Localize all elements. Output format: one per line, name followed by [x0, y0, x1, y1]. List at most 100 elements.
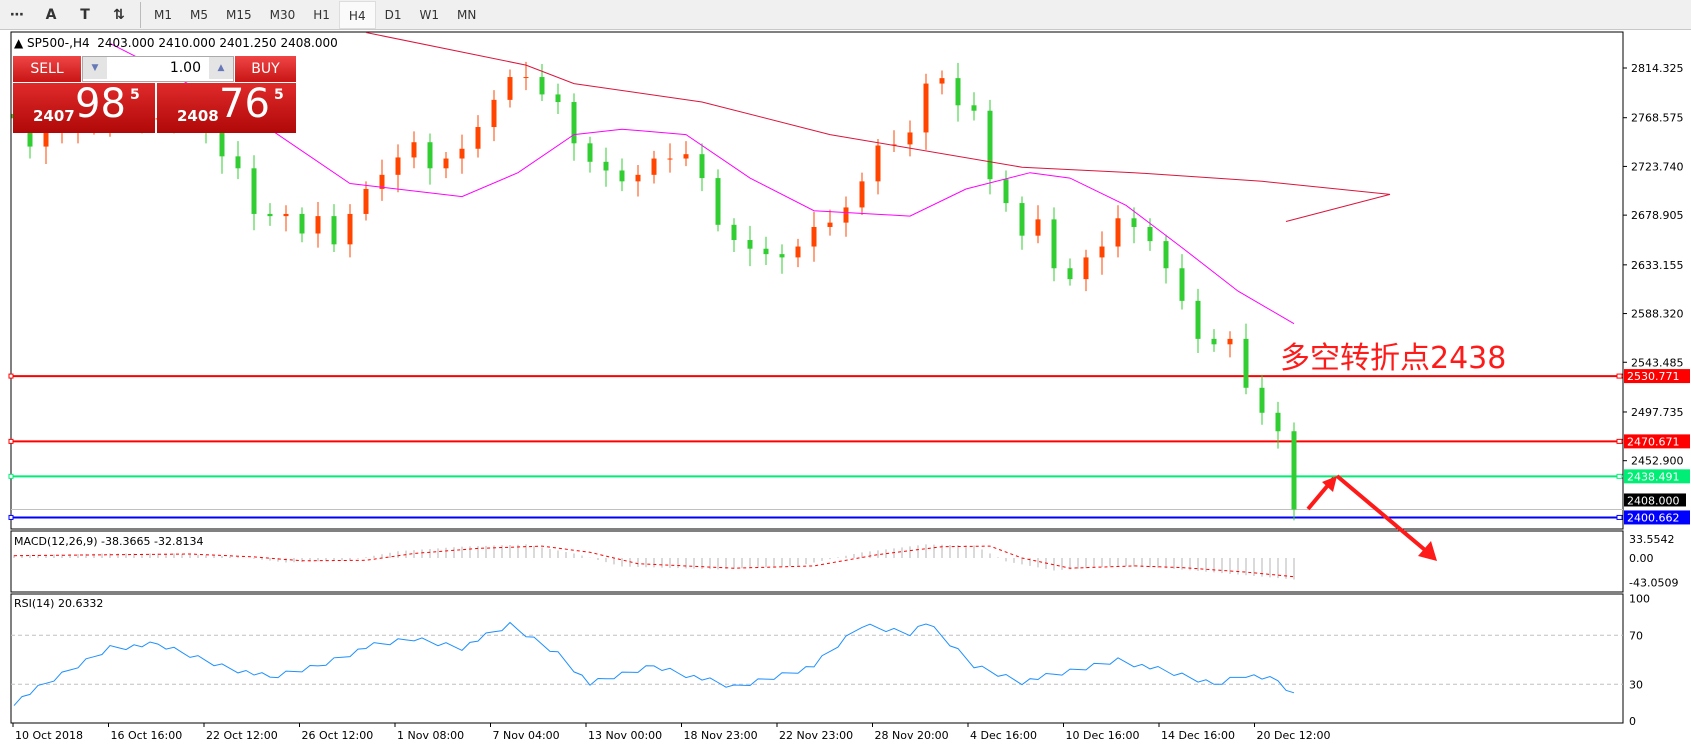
candle-body [859, 181, 865, 208]
candle-body [603, 161, 609, 171]
candle-body [315, 216, 321, 234]
candle-body [1083, 257, 1089, 280]
lot-decrease-button[interactable]: ▼ [83, 57, 107, 79]
one-click-trading-panel: SELL 1.00 ▼ ▲ BUY 2407 98 5 2408 76 5 [13, 56, 296, 133]
candle-body [267, 213, 273, 217]
candle-body [427, 142, 433, 169]
time-tick-label: 20 Dec 12:00 [1257, 729, 1331, 742]
timeframe-m30[interactable]: M30 [269, 7, 296, 22]
macd-panel [10, 530, 1624, 593]
price-tick-label: 2678.905 [1631, 209, 1684, 222]
candle-body [827, 222, 833, 227]
level-handle [8, 373, 14, 379]
candle-body [587, 143, 593, 162]
level-handle [1616, 514, 1623, 520]
timeframe-mn[interactable]: MN [456, 7, 477, 22]
ask-main: 2408 [177, 107, 219, 125]
rsi-tick-label: 70 [1629, 629, 1643, 642]
candle-body [411, 142, 417, 158]
moving-average-slow [365, 32, 1391, 222]
current-price-label: 2408.000 [1627, 494, 1680, 507]
rsi-tick-label: 0 [1629, 715, 1636, 728]
timeframe-m5[interactable]: M5 [190, 7, 208, 22]
candle-body [475, 127, 481, 149]
candle-body [907, 132, 913, 145]
macd-tick-label: -43.0509 [1629, 576, 1678, 589]
candle-body [779, 254, 785, 258]
time-tick-label: 1 Nov 08:00 [397, 729, 464, 742]
buy-quote[interactable]: 2408 76 5 [157, 81, 296, 133]
buy-button[interactable]: BUY [235, 56, 296, 82]
candle-body [875, 145, 881, 182]
lot-size-input[interactable]: 1.00 [82, 56, 234, 82]
candle-body [747, 240, 753, 249]
level-handle [8, 473, 14, 479]
rsi-panel [10, 593, 1624, 724]
candle-body [843, 207, 849, 223]
candle-body [331, 216, 337, 245]
candle-body [507, 77, 513, 100]
candle-body [571, 102, 577, 144]
sell-quote[interactable]: 2407 98 5 [13, 81, 155, 133]
moving-average-fast [109, 42, 1295, 325]
candle-body [715, 178, 721, 225]
candle-body [667, 158, 673, 160]
macd-tick-label: 33.5542 [1629, 533, 1675, 546]
candle-body [1003, 179, 1009, 204]
candle-body [1067, 268, 1073, 280]
time-tick-label: 18 Nov 23:00 [684, 729, 758, 742]
macd-tick-label: 0.00 [1629, 552, 1654, 565]
timeframe-d1[interactable]: D1 [384, 7, 402, 22]
level-handle [1616, 373, 1623, 379]
lot-increase-button[interactable]: ▲ [209, 57, 233, 79]
candle-body [731, 224, 737, 241]
candle-body [1115, 218, 1121, 247]
candle-body [1051, 219, 1057, 269]
candle-body [1131, 218, 1137, 227]
macd-signal-line [13, 545, 1295, 578]
price-tick-label: 2768.575 [1631, 112, 1684, 125]
text-label-icon[interactable]: A [45, 6, 57, 23]
bid-sup: 5 [130, 87, 140, 103]
candle-body [955, 78, 961, 106]
candle-body [347, 213, 353, 245]
candle-body [1099, 246, 1105, 258]
text-box-icon[interactable]: T [80, 6, 90, 23]
candle-body [1035, 219, 1041, 236]
candle-body [1275, 412, 1281, 432]
level-handle [8, 438, 14, 444]
level-handle [1616, 438, 1623, 444]
candle-body [987, 110, 993, 180]
annotation-arrow-down [1335, 474, 1427, 552]
price-tick-label: 2814.325 [1631, 62, 1684, 75]
period-separator-icon[interactable]: ⋯ [10, 6, 24, 23]
time-tick-label: 7 Nov 04:00 [493, 729, 560, 742]
rsi-tick-label: 30 [1629, 678, 1643, 691]
arrow-objects-icon[interactable]: ⇅ [113, 6, 125, 23]
candle-body [443, 158, 449, 169]
level-price-label: 2438.491 [1627, 470, 1680, 483]
timeframe-m15[interactable]: M15 [226, 7, 252, 22]
toolbar: ⋯ A T ⇅ M1 M5 M15 M30 H1 H4 D1 W1 MN [0, 0, 1691, 30]
candle-body [651, 158, 657, 175]
candle-body [1211, 338, 1217, 345]
level-badge [1624, 369, 1690, 384]
candle-body [219, 131, 225, 157]
level-price-label: 2470.671 [1627, 435, 1680, 448]
candle-body [235, 156, 241, 169]
rsi-tick-label: 100 [1629, 593, 1650, 606]
sell-button[interactable]: SELL [13, 56, 81, 82]
candle-body [555, 94, 561, 103]
timeframe-h4[interactable]: H4 [338, 0, 376, 29]
timeframe-m1[interactable]: M1 [154, 7, 172, 22]
candle-body [1195, 300, 1201, 339]
ask-sup: 5 [274, 87, 284, 103]
time-tick-label: 10 Dec 16:00 [1066, 729, 1140, 742]
candle-body [523, 77, 529, 79]
macd-label: MACD(12,26,9) -38.3665 -32.8134 [14, 535, 204, 548]
bid-big: 98 [75, 81, 126, 127]
level-badge [1624, 434, 1690, 449]
price-tick-label: 2588.320 [1631, 308, 1684, 321]
timeframe-w1[interactable]: W1 [419, 7, 439, 22]
timeframe-h1[interactable]: H1 [313, 7, 330, 22]
